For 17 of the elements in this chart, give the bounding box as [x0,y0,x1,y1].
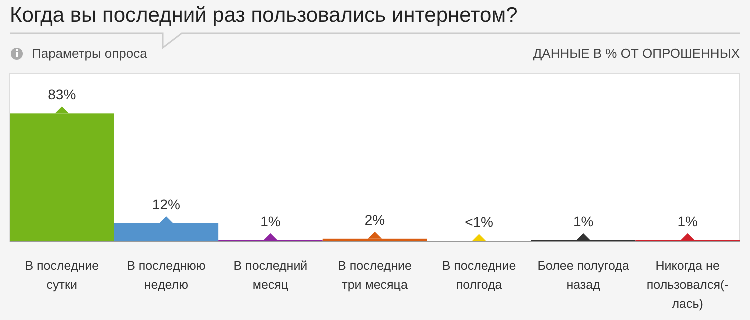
data-label: 2% [364,212,386,228]
data-label: 1% [260,213,281,230]
data-label: 12% [152,196,180,212]
x-tick-label: В последние три месяца [338,259,412,292]
data-label: 1% [678,213,698,230]
x-tick-label: В последние полгода [442,259,516,292]
data-label: 83% [48,86,76,103]
data-label: 1% [573,213,594,230]
chart-subtitle: Параметры опроса [32,46,148,61]
chart-title: Когда вы последний раз пользовались интернетом? [10,4,518,27]
x-tick-label: В последний месяц [234,259,308,292]
text: ДАННЫЕ В % ОТ ОПРОШЕННЫХ [533,46,740,61]
x-tick-label: Никогда не пользовался(-лась) [646,259,729,311]
x-tick-label: Более полугода назад [538,259,630,292]
data-label: <1% [465,214,494,230]
x-tick-label: В последние сутки [25,259,100,292]
x-tick-label: В последнюю неделю [127,259,206,292]
